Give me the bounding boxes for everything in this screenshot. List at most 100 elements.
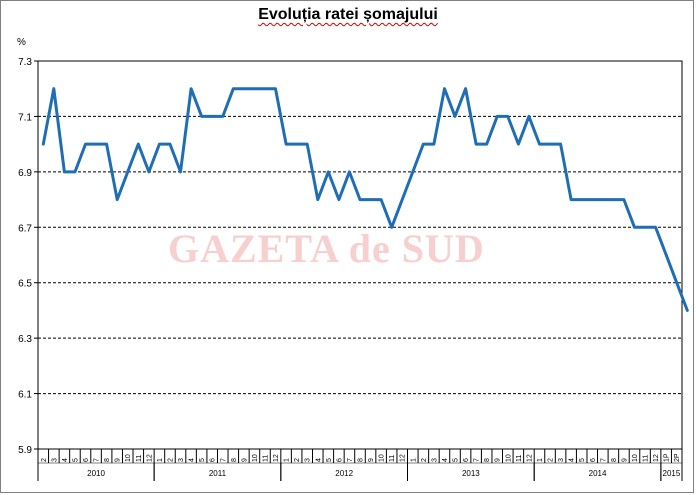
month-label: 7 xyxy=(347,458,354,462)
month-label: 7 xyxy=(474,458,481,462)
data-point xyxy=(189,87,193,90)
month-label: 10 xyxy=(125,454,132,462)
month-label: 5 xyxy=(453,458,460,462)
month-label: 3 xyxy=(558,458,565,462)
data-point xyxy=(686,309,689,312)
month-label: 10 xyxy=(505,454,512,462)
month-label: 12 xyxy=(273,454,280,462)
data-point xyxy=(327,170,330,174)
month-label: 2 xyxy=(167,458,174,462)
month-label: 6 xyxy=(590,458,597,462)
data-point xyxy=(527,115,531,118)
data-point xyxy=(559,142,562,146)
data-point xyxy=(569,198,573,201)
data-point xyxy=(390,226,393,229)
month-label: 4 xyxy=(315,458,322,462)
y-tick-label: 6.3 xyxy=(18,334,32,345)
data-point xyxy=(591,198,594,201)
data-point xyxy=(306,142,309,146)
month-label: 8 xyxy=(104,458,111,462)
month-label: 9 xyxy=(621,458,628,462)
month-label: 5 xyxy=(326,458,333,462)
y-tick-label: 7.1 xyxy=(18,112,32,123)
month-label: 10 xyxy=(252,454,259,462)
data-point xyxy=(643,226,647,229)
data-point xyxy=(253,87,256,90)
data-point xyxy=(221,115,224,118)
data-point xyxy=(580,198,583,201)
data-point xyxy=(94,142,98,146)
year-label: 2014 xyxy=(589,469,607,478)
y-tick-label: 6.7 xyxy=(18,223,32,234)
month-label: 3 xyxy=(305,458,312,462)
month-label: 12 xyxy=(526,454,533,462)
month-label: 4 xyxy=(442,458,449,462)
month-label: 5 xyxy=(72,458,79,462)
month-label: 1P xyxy=(664,453,671,462)
month-label: 4 xyxy=(62,458,69,462)
data-point xyxy=(506,115,510,118)
data-point xyxy=(622,198,626,201)
month-label: 5 xyxy=(199,458,206,462)
chart-title-text: Evoluția ratei șomajului xyxy=(258,6,438,23)
month-label: 2P xyxy=(674,453,681,462)
data-point xyxy=(369,198,372,201)
month-label: 8 xyxy=(231,458,238,462)
month-label: 6 xyxy=(336,458,343,462)
year-label: 2011 xyxy=(209,469,227,478)
month-label: 12 xyxy=(653,454,660,462)
month-label: 4 xyxy=(569,458,576,462)
data-point xyxy=(115,198,119,201)
data-point xyxy=(464,87,467,90)
data-point xyxy=(411,170,414,174)
data-point xyxy=(200,115,203,118)
data-point xyxy=(474,142,478,146)
data-point xyxy=(422,142,425,146)
month-label: 9 xyxy=(368,458,375,462)
year-label: 2013 xyxy=(462,469,480,478)
month-label: 9 xyxy=(495,458,502,462)
month-label: 7 xyxy=(94,458,101,462)
y-axis-label: % xyxy=(17,37,26,48)
month-label: 2 xyxy=(294,458,301,462)
data-point xyxy=(654,226,657,229)
month-label: 8 xyxy=(611,458,618,462)
data-point xyxy=(358,198,362,201)
month-label: 9 xyxy=(241,458,248,462)
y-tick-label: 5.9 xyxy=(18,445,32,456)
y-tick-label: 7.3 xyxy=(18,57,32,68)
month-label: 8 xyxy=(484,458,491,462)
month-label: 12 xyxy=(146,454,153,462)
data-point xyxy=(179,170,182,174)
chart-title: Evoluția ratei șomajului xyxy=(0,6,696,24)
data-point xyxy=(242,87,246,90)
data-point xyxy=(538,142,541,146)
data-point xyxy=(517,142,520,146)
month-label: 12 xyxy=(400,454,407,462)
data-point xyxy=(664,253,668,257)
data-point xyxy=(453,115,457,118)
month-label: 2 xyxy=(548,458,555,462)
data-point xyxy=(485,142,488,146)
data-point xyxy=(210,115,214,118)
year-label: 2012 xyxy=(335,469,353,478)
data-point xyxy=(168,142,172,146)
month-label: 1 xyxy=(284,458,291,462)
data-point xyxy=(348,170,351,174)
data-point xyxy=(548,142,552,146)
series-line xyxy=(41,87,689,312)
month-label: 11 xyxy=(516,455,523,462)
month-label: 11 xyxy=(389,455,396,462)
data-point xyxy=(496,115,499,118)
data-point xyxy=(633,226,636,229)
data-point xyxy=(52,87,56,90)
data-point xyxy=(601,198,605,201)
month-label: 2 xyxy=(41,458,48,462)
data-point xyxy=(337,198,341,201)
month-label: 8 xyxy=(358,458,365,462)
month-label: 10 xyxy=(379,454,386,462)
month-label: 3 xyxy=(51,458,58,462)
month-label: 4 xyxy=(189,458,196,462)
data-point xyxy=(675,281,678,284)
